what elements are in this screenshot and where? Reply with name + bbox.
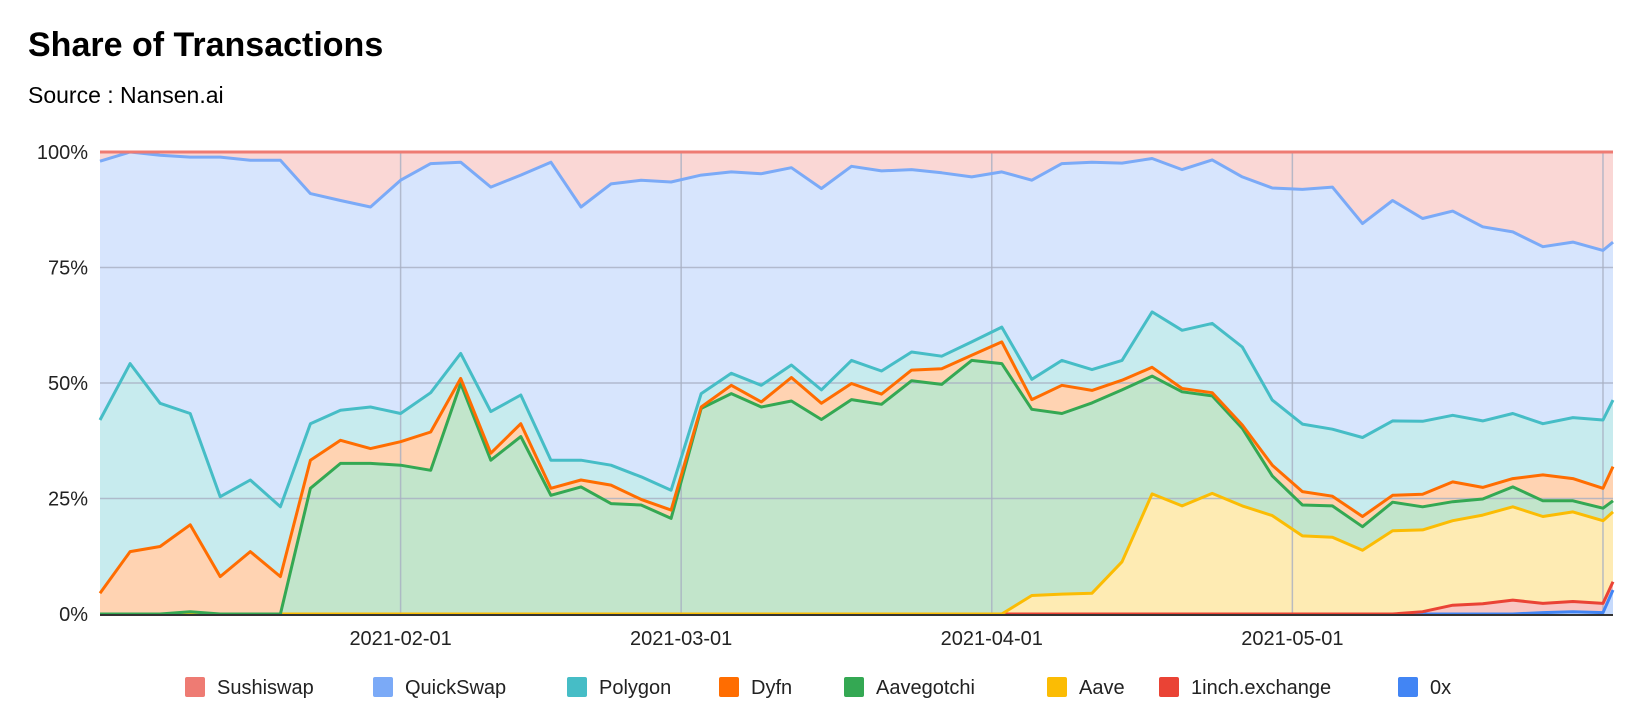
- legend-label: Dyfn: [751, 677, 792, 699]
- y-tick-label: 25%: [48, 489, 88, 511]
- chart-title: Share of Transactions: [28, 26, 384, 64]
- line-polygon: [98, 310, 1615, 509]
- area-aavegotchi: [100, 360, 1613, 614]
- legend-item-aavegotchi: Aavegotchi: [844, 677, 975, 699]
- legend-swatch: [1159, 677, 1179, 697]
- legend-swatch: [567, 677, 587, 697]
- legend-swatch: [1047, 677, 1067, 697]
- x-tick-label: 2021-03-01: [630, 628, 732, 650]
- legend-swatch: [844, 677, 864, 697]
- gridlines: [100, 152, 1613, 614]
- area-dyfn: [100, 341, 1613, 614]
- legend-label: Aave: [1079, 677, 1125, 699]
- legend-label: 0x: [1430, 677, 1451, 699]
- legend-label: QuickSwap: [405, 677, 506, 699]
- legend-swatch: [373, 677, 393, 697]
- area-1inch-exchange: [100, 581, 1613, 614]
- line-quickswap: [99, 150, 1614, 252]
- y-tick-label: 0%: [59, 604, 88, 626]
- legend-item-quickswap: QuickSwap: [373, 677, 506, 699]
- x-tick-label: 2021-04-01: [941, 628, 1043, 650]
- legend-label: 1inch.exchange: [1191, 677, 1331, 699]
- legend-label: Sushiswap: [217, 677, 314, 699]
- x-tick-label: 2021-05-01: [1241, 628, 1343, 650]
- legend-item-polygon: Polygon: [567, 677, 671, 699]
- legend-item-aave: Aave: [1047, 677, 1125, 699]
- legend-label: Aavegotchi: [876, 677, 975, 699]
- x-tick-label: 2021-02-01: [349, 628, 451, 650]
- legend-swatch: [1398, 677, 1418, 697]
- area-aave: [100, 493, 1613, 614]
- line-dyfn: [98, 340, 1615, 595]
- legend-swatch: [719, 677, 739, 697]
- legend: Sushiswap QuickSwap Polygon Dyfn Aavegotchi A…: [185, 677, 1451, 699]
- legend-item-0x: 0x: [1398, 677, 1451, 699]
- legend-swatch: [185, 677, 205, 697]
- chart-subtitle: Source : Nansen.ai: [28, 82, 224, 108]
- axes: 0% 25% 50% 75% 100% 2021-02-01 2021-03-01 2021-…: [37, 142, 1613, 650]
- legend-item-dyfn: Dyfn: [719, 677, 792, 699]
- y-tick-label: 100%: [37, 142, 88, 164]
- y-tick-label: 50%: [48, 373, 88, 395]
- legend-item-1inch-exchange: 1inch.exchange: [1159, 677, 1331, 699]
- legend-item-sushiswap: Sushiswap: [185, 677, 314, 699]
- line-aavegotchi: [100, 358, 1614, 616]
- area-quickswap: [100, 152, 1613, 507]
- legend-label: Polygon: [599, 677, 671, 699]
- y-tick-label: 75%: [48, 258, 88, 280]
- area-polygon: [100, 311, 1613, 594]
